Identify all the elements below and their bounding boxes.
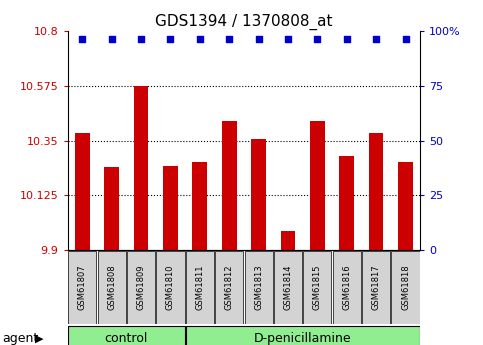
Bar <box>362 251 390 324</box>
Point <box>108 36 115 41</box>
Text: agent: agent <box>2 333 39 345</box>
Text: D-penicillamine: D-penicillamine <box>254 333 352 345</box>
Bar <box>274 251 302 324</box>
Text: GSM61811: GSM61811 <box>195 265 204 310</box>
Bar <box>127 251 155 324</box>
Bar <box>222 121 237 250</box>
Bar <box>244 251 273 324</box>
Text: GSM61816: GSM61816 <box>342 264 351 310</box>
Point <box>284 36 292 41</box>
Text: GSM61812: GSM61812 <box>225 265 234 310</box>
Point <box>255 36 262 41</box>
Bar <box>186 251 214 324</box>
Text: GSM61810: GSM61810 <box>166 265 175 310</box>
Point <box>167 36 174 41</box>
Point <box>313 36 321 41</box>
Bar <box>104 167 119 250</box>
Point <box>78 36 86 41</box>
Bar <box>391 251 420 324</box>
Point <box>372 36 380 41</box>
Text: control: control <box>105 333 148 345</box>
Point <box>402 36 410 41</box>
Bar <box>215 251 243 324</box>
Bar <box>251 139 266 250</box>
Bar <box>340 156 354 250</box>
Bar <box>98 251 126 324</box>
Bar <box>398 162 413 250</box>
Text: GSM61818: GSM61818 <box>401 264 410 310</box>
Bar <box>68 326 185 345</box>
Text: ▶: ▶ <box>35 334 43 344</box>
Text: GSM61807: GSM61807 <box>78 264 87 310</box>
Bar <box>134 86 148 250</box>
Bar <box>281 231 295 250</box>
Bar <box>333 251 361 324</box>
Point <box>343 36 351 41</box>
Bar <box>68 251 97 324</box>
Bar <box>369 133 384 250</box>
Bar <box>75 133 90 250</box>
Bar <box>310 121 325 250</box>
Point <box>226 36 233 41</box>
Title: GDS1394 / 1370808_at: GDS1394 / 1370808_at <box>155 13 333 30</box>
Bar <box>156 251 185 324</box>
Text: GSM61814: GSM61814 <box>284 265 293 310</box>
Point <box>137 36 145 41</box>
Point <box>196 36 204 41</box>
Text: GSM61808: GSM61808 <box>107 264 116 310</box>
Bar <box>303 251 331 324</box>
Bar <box>186 326 420 345</box>
Text: GSM61813: GSM61813 <box>254 264 263 310</box>
Text: GSM61815: GSM61815 <box>313 265 322 310</box>
Bar <box>163 166 178 250</box>
Text: GSM61817: GSM61817 <box>371 264 381 310</box>
Bar <box>193 162 207 250</box>
Text: GSM61809: GSM61809 <box>137 265 145 310</box>
